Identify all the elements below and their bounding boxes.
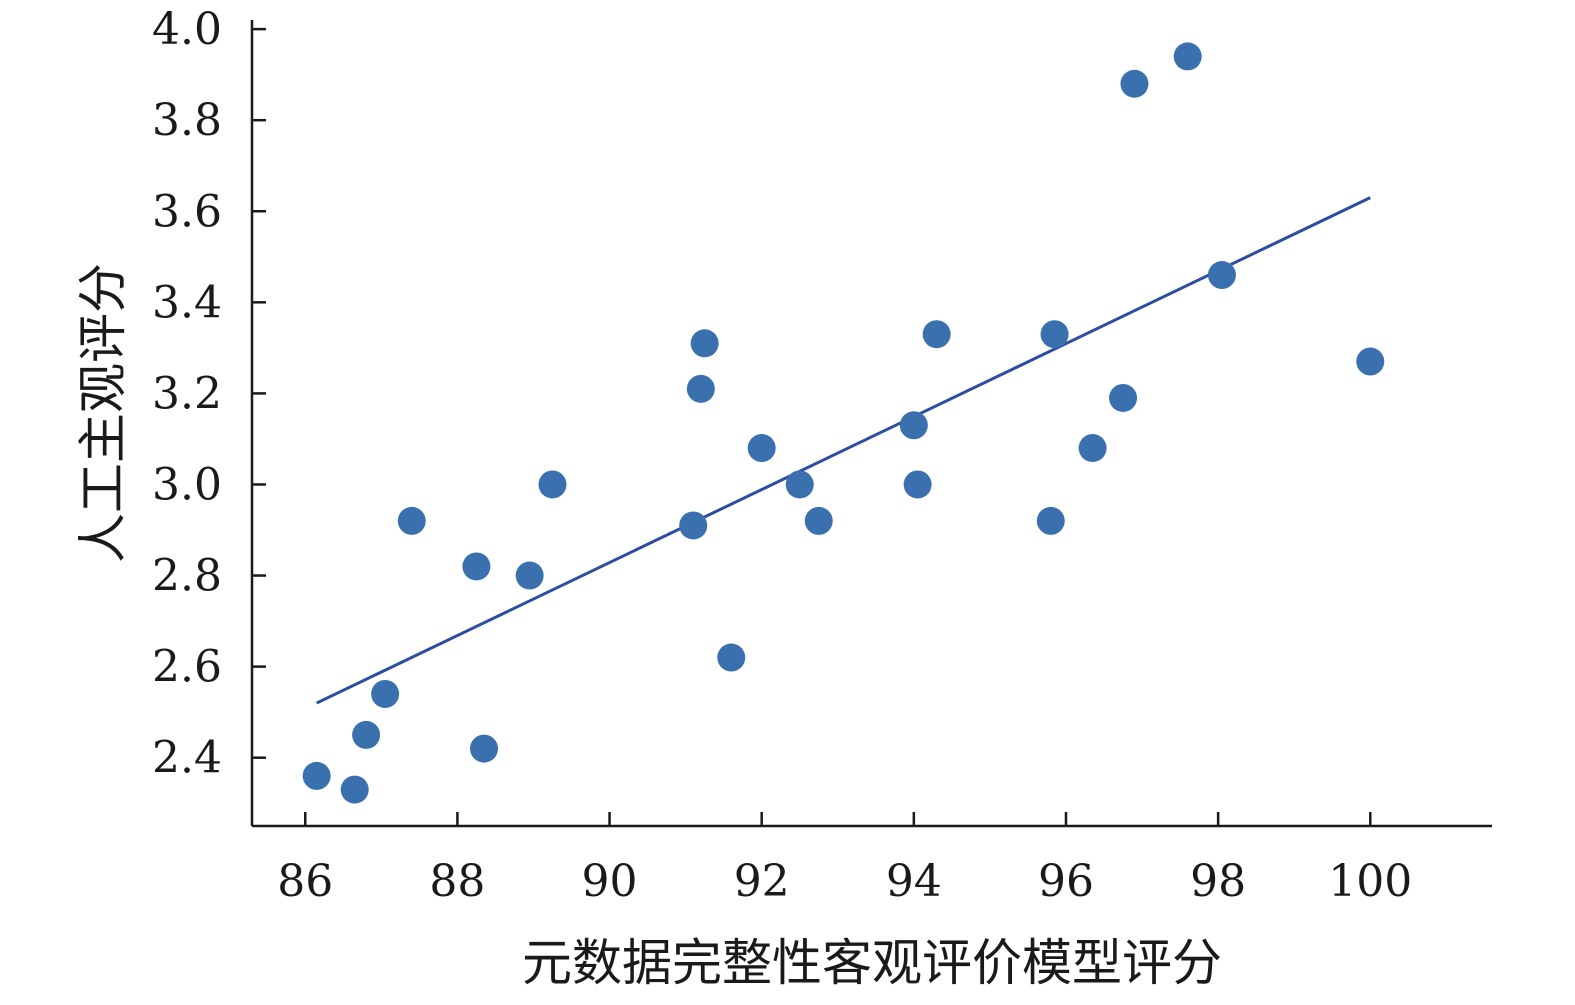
y-axis-title: 人工主观评分 [74, 263, 132, 563]
data-point [1036, 506, 1065, 535]
data-point [515, 561, 544, 590]
data-point [686, 374, 715, 403]
data-point [903, 470, 932, 499]
data-point [785, 470, 814, 499]
data-point [1109, 383, 1138, 412]
y-tick-label: 4.0 [152, 4, 222, 55]
data-point [1040, 320, 1069, 349]
x-tick-label: 88 [429, 856, 485, 907]
x-tick-label: 100 [1328, 856, 1412, 907]
data-point [922, 320, 951, 349]
y-ticks: 2.4 2.6 2.8 3.0 3.2 3.4 3.6 3.8 4.0 [152, 4, 266, 784]
data-point [1356, 347, 1385, 376]
data-point [538, 470, 567, 499]
y-tick-label: 3.6 [152, 186, 222, 237]
axes [250, 20, 1492, 828]
data-point [1207, 261, 1236, 290]
x-tick-label: 98 [1190, 856, 1246, 907]
data-point [462, 552, 491, 581]
data-point [717, 643, 746, 672]
y-tick-label: 3.4 [152, 277, 222, 328]
data-point [679, 511, 708, 540]
data-point [1120, 69, 1149, 98]
y-tick-label: 2.6 [152, 642, 222, 693]
trendline-group [316, 196, 1371, 705]
data-point [470, 734, 499, 763]
x-tick-label: 86 [277, 856, 333, 907]
data-point [340, 775, 369, 804]
x-tick-label: 96 [1038, 856, 1094, 907]
y-tick-label: 3.8 [152, 95, 222, 146]
data-point [899, 411, 928, 440]
x-ticks: 86 88 90 92 94 96 98 100 [277, 812, 1412, 907]
x-axis-title: 元数据完整性客观评价模型评分 [522, 934, 1222, 992]
y-tick-label: 3.2 [152, 368, 222, 419]
data-point [1078, 434, 1107, 463]
data-point [352, 720, 381, 749]
data-points [302, 42, 1385, 804]
x-tick-label: 92 [734, 856, 790, 907]
y-tick-label: 3.0 [152, 459, 222, 510]
x-tick-label: 90 [582, 856, 638, 907]
y-tick-label: 2.8 [152, 551, 222, 602]
data-point [371, 679, 400, 708]
data-point [1173, 42, 1202, 71]
data-point [397, 506, 426, 535]
data-point [302, 761, 331, 790]
y-tick-label: 2.4 [152, 733, 222, 784]
data-point [804, 506, 833, 535]
trendline [316, 196, 1371, 705]
data-point [690, 329, 719, 358]
data-point [747, 434, 776, 463]
x-tick-label: 94 [886, 856, 942, 907]
